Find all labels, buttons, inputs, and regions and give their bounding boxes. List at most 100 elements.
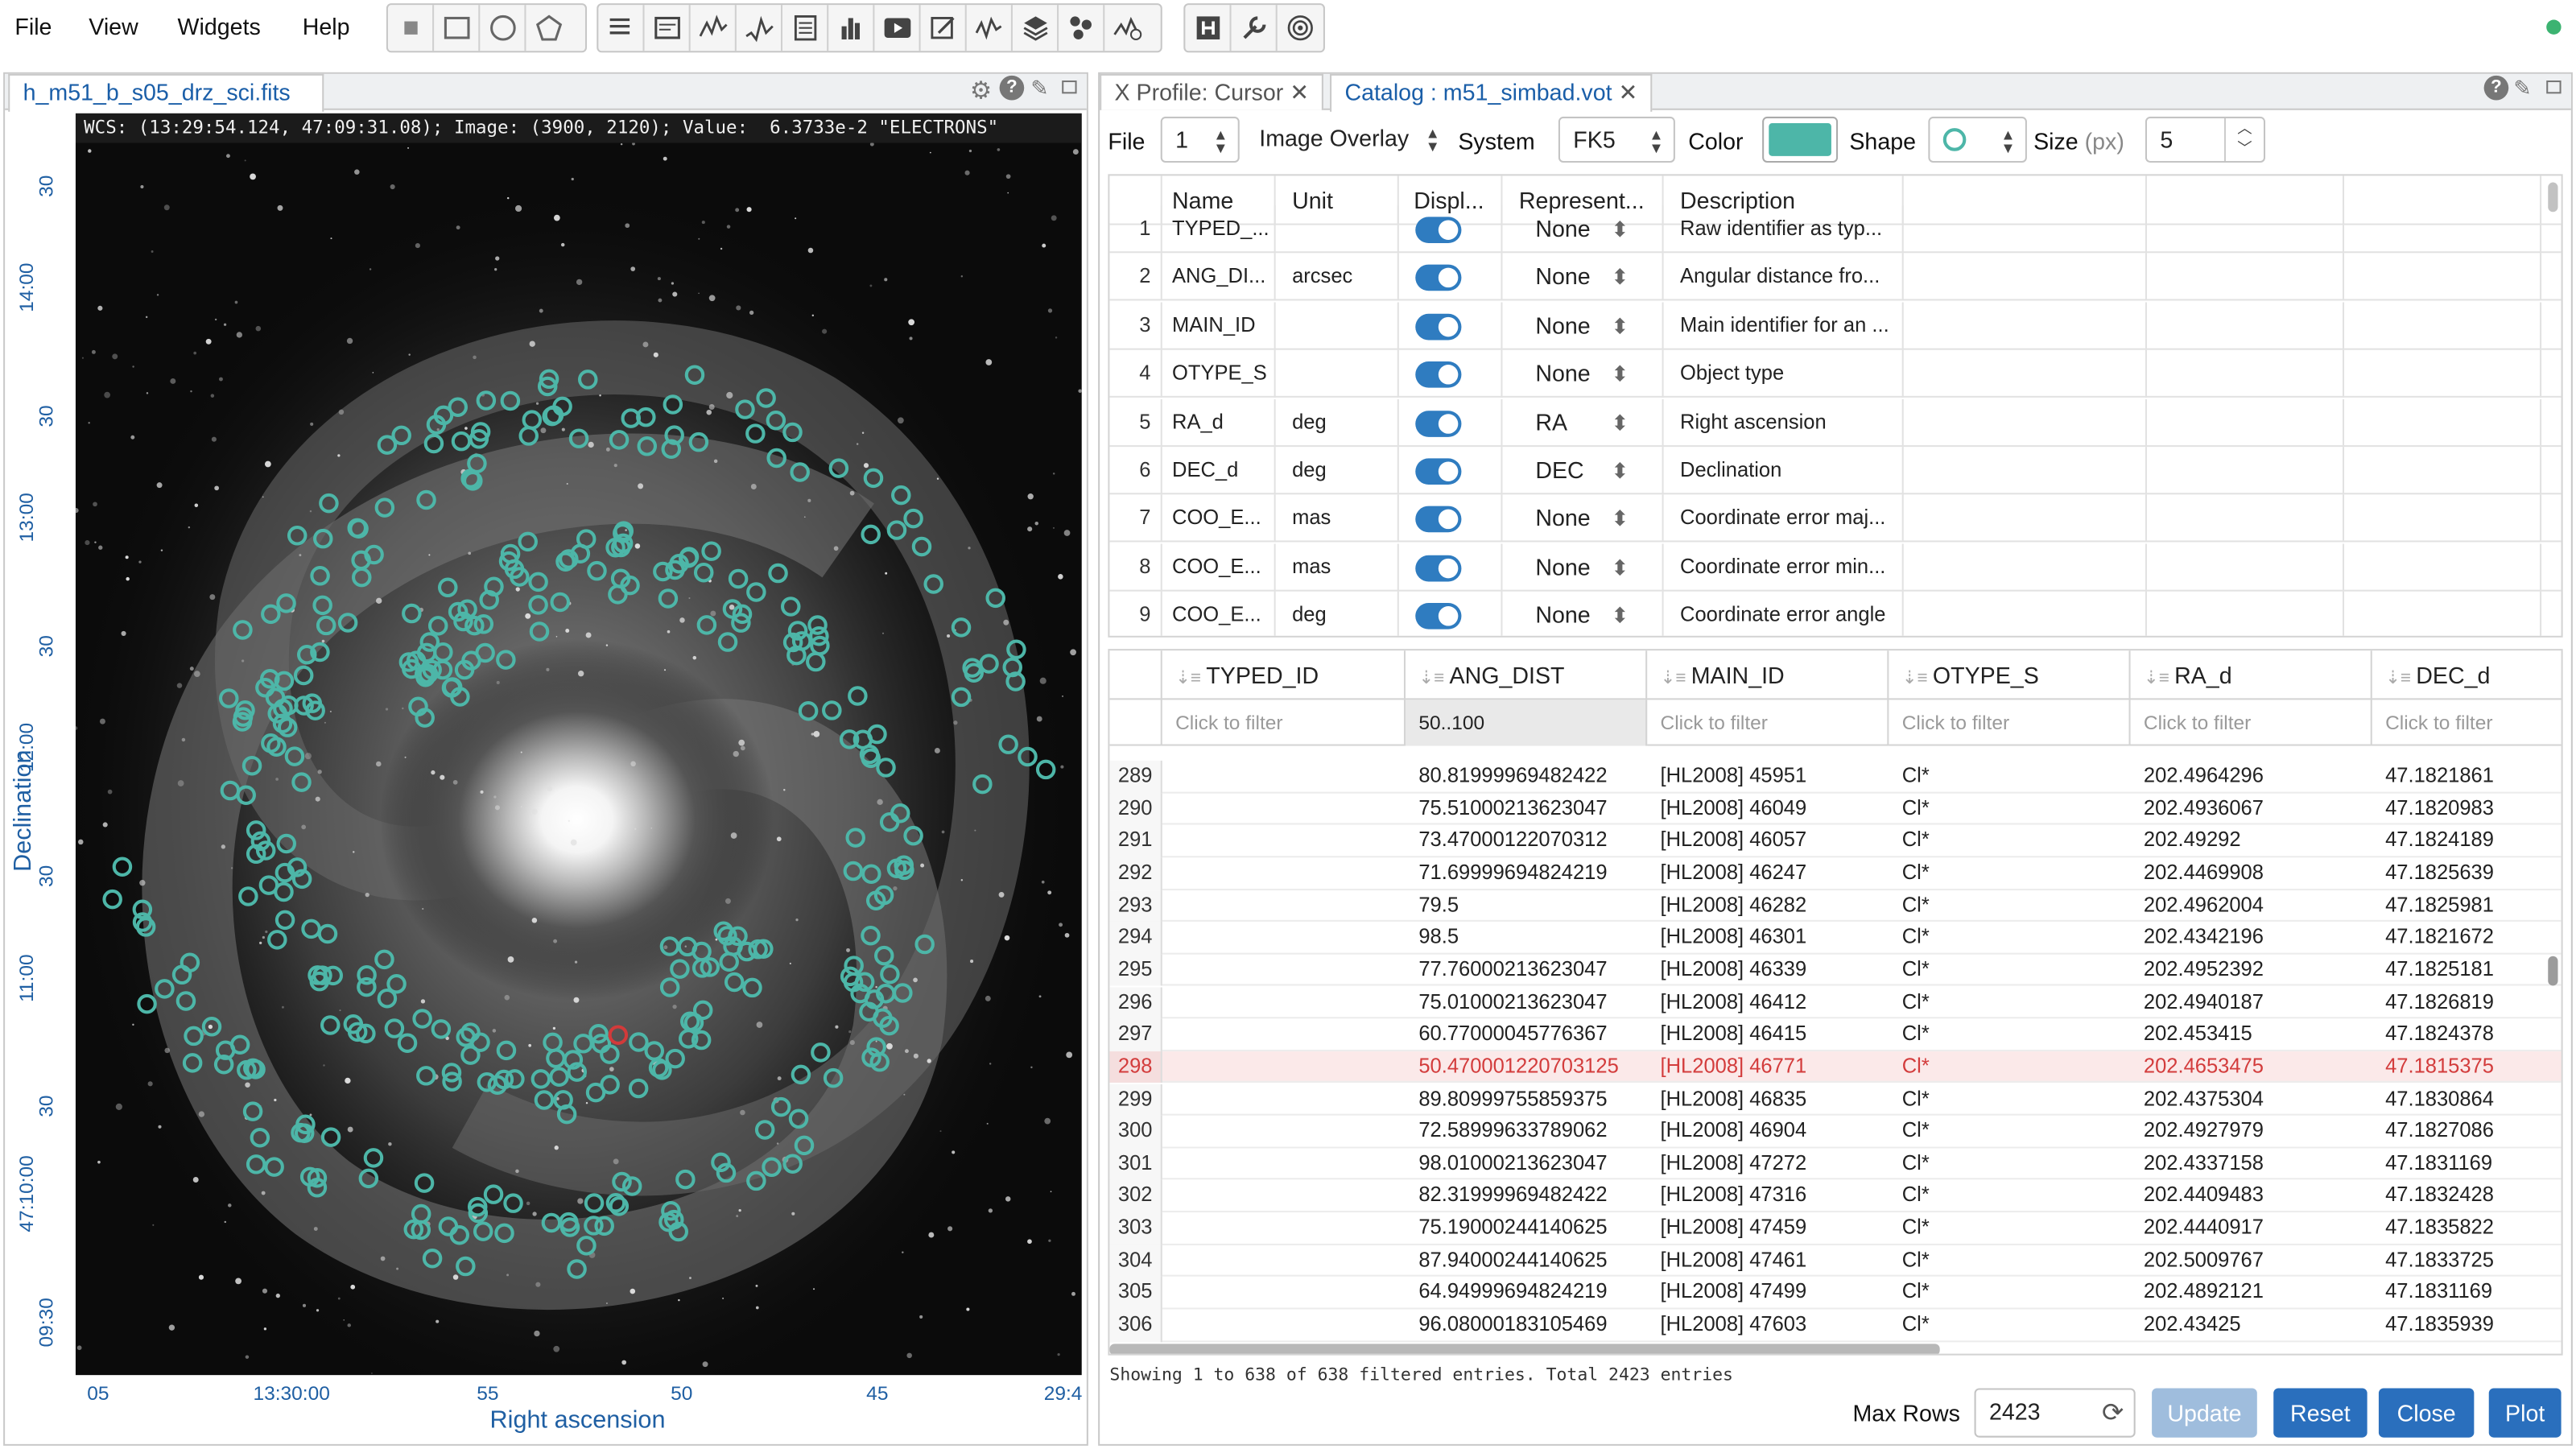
table-row[interactable]: 301 98.01000213623047 [HL2008] 47272 Cl* 202… xyxy=(1109,1148,2562,1181)
sort-icon[interactable]: ⇣≡ xyxy=(1418,668,1450,689)
catalog-source-marker[interactable] xyxy=(745,423,766,444)
catalog-source-marker[interactable] xyxy=(1018,746,1038,767)
spectral-line-query-icon[interactable] xyxy=(1104,5,1150,51)
menu-widgets[interactable]: Widgets xyxy=(177,13,261,39)
catalog-source-marker[interactable] xyxy=(659,977,680,997)
catalog-source-marker[interactable] xyxy=(352,567,372,588)
catalog-source-marker[interactable] xyxy=(258,875,279,895)
render-config-icon[interactable] xyxy=(921,5,967,52)
reset-button[interactable]: Reset xyxy=(2273,1388,2368,1438)
catalog-source-marker[interactable] xyxy=(236,785,256,805)
representation-select[interactable]: None xyxy=(1502,543,1664,592)
menu-help[interactable]: Help xyxy=(302,13,350,39)
plot-button[interactable]: Plot xyxy=(2488,1388,2562,1438)
catalog-source-marker[interactable] xyxy=(866,1037,886,1057)
catalog-source-marker[interactable] xyxy=(914,934,935,955)
catalog-source-marker[interactable] xyxy=(711,1152,731,1173)
display-toggle[interactable] xyxy=(1399,350,1503,398)
catalog-source-marker[interactable] xyxy=(528,595,548,615)
catalog-source-marker[interactable] xyxy=(343,1013,364,1034)
catalog-source-marker[interactable] xyxy=(716,1162,737,1183)
catalog-source-marker[interactable] xyxy=(693,562,714,583)
catalog-source-marker[interactable] xyxy=(467,1196,488,1217)
catalog-source-marker[interactable] xyxy=(692,1000,713,1021)
catalog-source-marker[interactable] xyxy=(412,1009,432,1029)
catalog-source-marker[interactable] xyxy=(460,469,481,489)
layer-list-icon[interactable] xyxy=(1013,5,1059,52)
catalog-source-marker[interactable] xyxy=(215,1040,236,1060)
catalog-source-marker[interactable] xyxy=(301,919,321,939)
toggle-switch[interactable] xyxy=(1415,361,1462,389)
spatial-profile-icon[interactable] xyxy=(691,5,737,52)
catalog-source-marker[interactable] xyxy=(423,433,444,454)
catalog-source-marker[interactable] xyxy=(663,394,683,415)
catalog-source-marker[interactable] xyxy=(460,1045,481,1065)
filter-input-ang_dist[interactable]: 50..100 xyxy=(1405,700,1648,746)
display-toggle[interactable] xyxy=(1399,592,1503,636)
catalog-source-marker[interactable] xyxy=(567,1259,587,1279)
catalog-source-marker[interactable] xyxy=(310,642,330,663)
toggle-switch[interactable] xyxy=(1415,603,1462,630)
column-header-ra_d[interactable]: ⇣≡ RA_d xyxy=(2131,650,2372,700)
catalog-source-marker[interactable] xyxy=(844,956,864,976)
polygon-region-icon[interactable] xyxy=(526,5,572,51)
catalog-source-marker[interactable] xyxy=(305,700,325,720)
catalog-source-marker[interactable] xyxy=(555,551,576,572)
catalog-source-marker[interactable] xyxy=(246,844,266,865)
catalog-source-marker[interactable] xyxy=(397,1033,418,1053)
representation-select[interactable]: None xyxy=(1502,205,1664,254)
filter-input-typed_id[interactable]: Click to filter xyxy=(1162,700,1406,746)
header-representation[interactable]: Represent... xyxy=(1502,175,1664,225)
catalog-source-marker[interactable] xyxy=(374,949,394,970)
ellipse-region-icon[interactable] xyxy=(480,5,526,52)
wrench-icon[interactable] xyxy=(1232,5,1278,52)
catalog-source-marker[interactable] xyxy=(112,857,133,877)
header-display[interactable]: Displ... xyxy=(1399,175,1503,225)
catalog-source-marker[interactable] xyxy=(770,1096,791,1117)
catalog-source-marker[interactable] xyxy=(276,833,296,854)
catalog-source-marker[interactable] xyxy=(628,1078,649,1099)
size-input[interactable]: 5 ︿ ﹀ xyxy=(2145,116,2266,163)
catalog-source-marker[interactable] xyxy=(275,910,295,931)
catalog-source-marker[interactable] xyxy=(291,869,312,890)
catalog-source-marker[interactable] xyxy=(552,396,572,417)
table-row[interactable]: 294 98.5 [HL2008] 46301 Cl* 202.4342196 47.18… xyxy=(1109,922,2562,955)
catalog-source-marker[interactable] xyxy=(873,885,894,906)
refresh-icon[interactable]: ⟳ xyxy=(2102,1399,2124,1428)
pin-icon[interactable]: ✎ xyxy=(1030,75,1049,101)
catalog-source-marker[interactable] xyxy=(438,577,458,598)
catalog-source-marker[interactable] xyxy=(427,616,448,636)
catalog-source-marker[interactable] xyxy=(880,964,900,985)
filter-input-main_id[interactable]: Click to filter xyxy=(1647,700,1889,746)
header-unit[interactable]: Unit xyxy=(1276,175,1399,225)
catalog-source-marker[interactable] xyxy=(457,599,477,619)
catalog-source-marker[interactable] xyxy=(903,825,923,846)
catalog-source-marker[interactable] xyxy=(746,582,766,602)
table-row[interactable]: 295 77.76000213623047 [HL2008] 46339 Cl* 202… xyxy=(1109,954,2562,987)
catalog-source-marker[interactable] xyxy=(275,862,295,883)
representation-select[interactable]: None xyxy=(1502,350,1664,398)
catalog-source-marker[interactable] xyxy=(357,976,377,997)
column-header-ang_dist[interactable]: ⇣≡ ANG_DIST xyxy=(1406,650,1648,700)
catalog-source-marker[interactable] xyxy=(494,1223,514,1244)
catalog-source-marker[interactable] xyxy=(291,772,312,792)
catalog-source-marker[interactable] xyxy=(675,1169,696,1190)
table-row[interactable]: 302 82.31999969482422 [HL2008] 47316 Cl* 202… xyxy=(1109,1180,2562,1213)
catalog-source-marker[interactable] xyxy=(529,621,550,642)
catalog-source-marker[interactable] xyxy=(652,1060,672,1080)
sort-icon[interactable]: ⇣≡ xyxy=(1901,668,1933,689)
catalog-source-marker[interactable] xyxy=(309,971,330,992)
toggle-switch[interactable] xyxy=(1415,313,1462,341)
catalog-source-marker[interactable] xyxy=(665,1048,685,1069)
catalog-source-marker[interactable] xyxy=(267,930,287,950)
sort-icon[interactable]: ⇣≡ xyxy=(1660,668,1691,689)
filter-input-ra_d[interactable]: Click to filter xyxy=(2131,700,2372,746)
display-toggle[interactable] xyxy=(1399,254,1503,302)
catalog-source-marker[interactable] xyxy=(985,588,1005,609)
catalog-source-marker[interactable] xyxy=(418,663,439,684)
header-description[interactable]: Description xyxy=(1664,175,1904,225)
catalog-source-marker[interactable] xyxy=(696,615,717,635)
catalog-source-marker[interactable] xyxy=(636,407,656,427)
catalog-source-marker[interactable] xyxy=(701,541,721,561)
catalog-source-marker[interactable] xyxy=(886,858,907,879)
